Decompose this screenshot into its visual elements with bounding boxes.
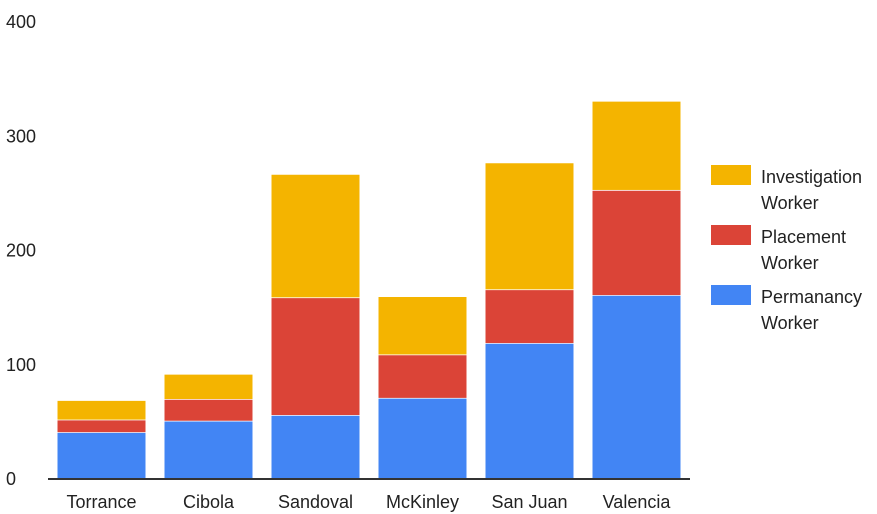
bars — [57, 100, 681, 479]
bar-segment — [164, 399, 253, 421]
y-tick-label: 300 — [6, 126, 36, 146]
x-axis-ticks: Torrance Cibola Sandoval McKinley San Juan Va… — [66, 492, 671, 512]
legend-swatch — [711, 285, 751, 305]
y-tick-label: 400 — [6, 12, 36, 32]
bar-segment — [485, 289, 574, 344]
y-tick-label: 100 — [6, 355, 36, 375]
legend-swatch — [711, 225, 751, 245]
bar-segment — [271, 173, 360, 298]
legend-item: Investigation Worker — [711, 165, 862, 213]
legend-swatch — [711, 165, 751, 185]
legend-item: Placement Worker — [711, 225, 846, 273]
x-tick-label: Torrance — [66, 492, 136, 512]
x-tick-label: Sandoval — [278, 492, 353, 512]
bar-segment — [164, 373, 253, 400]
legend: Investigation Worker Placement Worker Perman… — [711, 165, 862, 333]
bar-segment — [592, 295, 681, 479]
bar-segment — [592, 100, 681, 190]
y-tick-label: 0 — [6, 469, 16, 489]
bar-segment — [378, 354, 467, 398]
bar-segment — [378, 397, 467, 479]
bar-segment — [57, 400, 146, 420]
legend-label: Investigation Worker — [761, 167, 862, 213]
x-tick-label: McKinley — [386, 492, 459, 512]
bar-segment — [57, 419, 146, 433]
bar-segment — [57, 432, 146, 479]
bar-segment — [485, 343, 574, 479]
bar-segment — [485, 162, 574, 290]
x-tick-label: Valencia — [603, 492, 672, 512]
x-tick-label: Cibola — [183, 492, 235, 512]
y-tick-label: 200 — [6, 241, 36, 261]
bar-segment — [164, 420, 253, 479]
y-axis-ticks: 0 100 200 300 400 — [6, 12, 36, 489]
bar-segment — [592, 189, 681, 296]
x-tick-label: San Juan — [491, 492, 567, 512]
bar-segment — [378, 296, 467, 355]
legend-label: Placement Worker — [761, 227, 846, 273]
bar-segment — [271, 297, 360, 416]
bar-segment — [271, 415, 360, 479]
legend-label: Permanancy Worker — [761, 287, 862, 333]
legend-item: Permanancy Worker — [711, 285, 862, 333]
